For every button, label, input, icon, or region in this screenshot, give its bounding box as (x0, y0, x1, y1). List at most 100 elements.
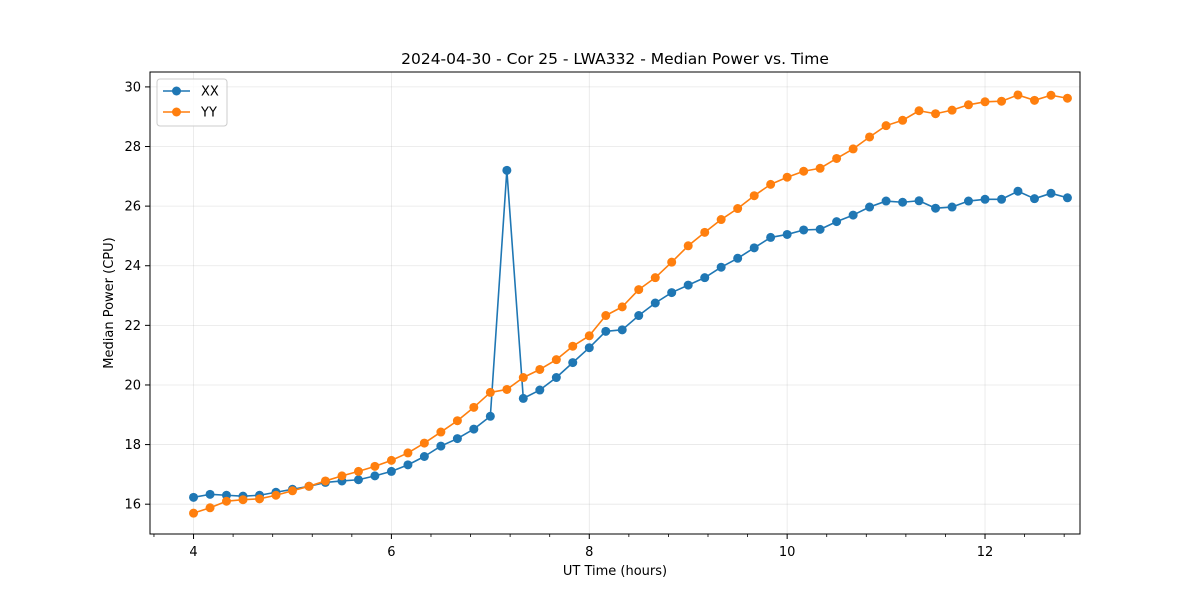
data-point-xx (518, 393, 528, 403)
data-point-xx (963, 196, 973, 206)
data-point-xx (749, 243, 759, 253)
data-point-xx (353, 475, 363, 485)
data-point-yy (1062, 93, 1072, 103)
data-point-yy (584, 331, 594, 341)
data-point-xx (205, 489, 215, 499)
data-point-yy (304, 481, 314, 491)
data-point-yy (238, 495, 248, 505)
data-point-yy (766, 179, 776, 189)
data-point-yy (469, 402, 479, 412)
data-point-xx (799, 225, 809, 235)
data-point-xx (683, 280, 693, 290)
plot-frame (149, 71, 1081, 535)
legend: XX YY (156, 78, 228, 127)
data-point-yy (485, 387, 495, 397)
data-point-yy (815, 163, 825, 173)
data-point-yy (832, 153, 842, 163)
data-point-yy (700, 227, 710, 237)
data-point-xx (1046, 188, 1056, 198)
data-point-yy (502, 384, 512, 394)
axis-ticks: 4 6 8 10 12 16 18 20 22 24 26 28 30 (124, 80, 1065, 560)
data-point-xx (865, 202, 875, 212)
data-point-yy (881, 121, 891, 131)
y-tick-label: 24 (124, 259, 141, 274)
data-point-xx (782, 229, 792, 239)
legend-marker (172, 86, 181, 96)
data-point-yy (287, 486, 297, 496)
data-point-xx (931, 203, 941, 213)
data-point-yy (403, 448, 413, 458)
data-point-yy (419, 438, 429, 448)
data-point-xx (189, 492, 199, 502)
data-point-xx (947, 202, 957, 212)
data-point-xx (700, 273, 710, 283)
data-point-yy (733, 204, 743, 214)
data-point-xx (815, 224, 825, 234)
data-point-yy (337, 471, 347, 481)
data-point-yy (601, 311, 611, 321)
data-point-yy (617, 302, 627, 312)
data-point-yy (535, 364, 545, 374)
data-point-xx (980, 194, 990, 204)
data-point-xx (914, 196, 924, 206)
y-tick-label: 18 (124, 438, 141, 453)
series-lines (189, 90, 1072, 518)
data-point-yy (997, 96, 1007, 106)
data-point-xx (716, 262, 726, 272)
data-point-xx (551, 373, 561, 383)
data-point-yy (848, 144, 858, 154)
data-point-xx (667, 288, 677, 298)
data-point-yy (650, 273, 660, 283)
grid (150, 72, 1080, 534)
y-tick-label: 20 (124, 378, 141, 393)
data-point-yy (189, 508, 199, 518)
data-point-xx (848, 210, 858, 220)
legend-marker (172, 107, 181, 117)
data-point-yy (568, 341, 578, 351)
data-point-yy (370, 461, 380, 471)
data-point-xx (601, 326, 611, 336)
data-point-yy (980, 97, 990, 107)
data-point-yy (518, 373, 528, 383)
data-point-xx (502, 165, 512, 175)
data-point-yy (1013, 90, 1023, 100)
data-point-yy (436, 427, 446, 437)
series-line-yy (193, 94, 1068, 514)
data-point-xx (898, 197, 908, 207)
data-point-xx (766, 232, 776, 242)
data-point-yy (386, 455, 396, 465)
data-point-xx (832, 217, 842, 227)
y-tick-label: 30 (124, 80, 141, 95)
data-point-xx (386, 466, 396, 476)
data-point-yy (931, 109, 941, 119)
data-point-yy (683, 241, 693, 251)
series-xx (189, 165, 1072, 502)
data-point-yy (320, 476, 330, 486)
data-point-xx (634, 311, 644, 321)
data-point-yy (865, 132, 875, 142)
data-point-xx (881, 196, 891, 206)
data-point-xx (452, 434, 462, 444)
data-point-yy (353, 466, 363, 476)
data-point-yy (667, 257, 677, 267)
legend-label: YY (200, 106, 217, 121)
data-point-yy (799, 166, 809, 176)
data-point-xx (419, 452, 429, 462)
y-tick-label: 16 (124, 498, 141, 513)
data-point-yy (271, 490, 281, 500)
series-line-xx (193, 169, 1068, 499)
legend-item-xx: XX (163, 85, 219, 100)
data-point-yy (255, 494, 265, 504)
data-point-xx (485, 411, 495, 421)
data-point-xx (617, 325, 627, 335)
x-tick-label: 8 (585, 545, 593, 560)
data-point-yy (947, 105, 957, 115)
y-axis-label: Median Power (CPU) (102, 237, 117, 368)
series-yy (189, 90, 1072, 518)
data-point-xx (997, 194, 1007, 204)
legend-item-yy: YY (163, 106, 217, 121)
data-point-yy (221, 496, 231, 506)
data-point-yy (914, 106, 924, 116)
